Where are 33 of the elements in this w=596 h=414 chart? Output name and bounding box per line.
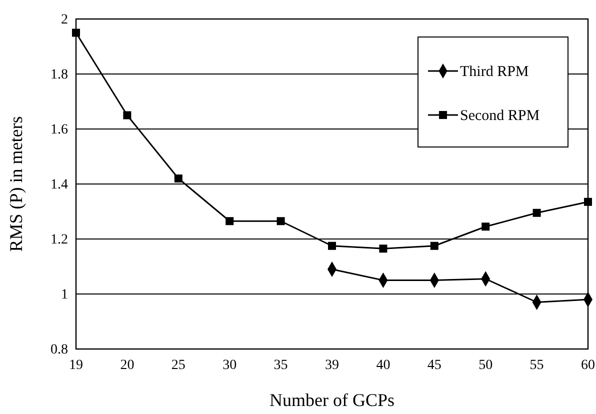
y-axis-title: RMS (P) in meters	[6, 116, 26, 252]
y-tick-label: 1	[61, 287, 68, 302]
point	[123, 111, 132, 120]
x-tick-label: 55	[530, 358, 544, 373]
x-tick-label: 45	[427, 358, 442, 373]
y-tick-label: 1.2	[50, 232, 68, 248]
y-tick-label: 2	[61, 12, 68, 28]
point	[584, 198, 592, 206]
point	[430, 242, 438, 250]
y-tick-label: 1.8	[50, 67, 68, 82]
x-tick-label: 39	[325, 358, 339, 373]
x-tick-label: 25	[171, 358, 186, 373]
legend-label: Second RPM	[460, 108, 540, 124]
point	[482, 222, 490, 231]
point	[226, 217, 234, 226]
x-tick-label: 30	[222, 358, 237, 373]
x-tick-label: 60	[581, 358, 595, 373]
point	[532, 208, 541, 217]
point	[174, 174, 182, 182]
x-tick-label: 40	[376, 358, 390, 373]
x-tick-label: 50	[478, 358, 493, 373]
x-axis-title: Number of GCPs	[270, 390, 394, 410]
y-tick-label: 0.8	[50, 342, 68, 358]
point	[72, 28, 80, 37]
y-tick-label: 1.6	[50, 122, 68, 138]
x-tick-label: 19	[69, 358, 83, 373]
point	[328, 242, 336, 250]
point	[379, 244, 388, 253]
point	[276, 217, 285, 226]
x-tick-label: 35	[274, 358, 288, 373]
x-tick-label: 20	[120, 358, 134, 373]
legend-label: Third RPM	[460, 64, 529, 80]
y-tick-label: 1.4	[50, 177, 68, 192]
